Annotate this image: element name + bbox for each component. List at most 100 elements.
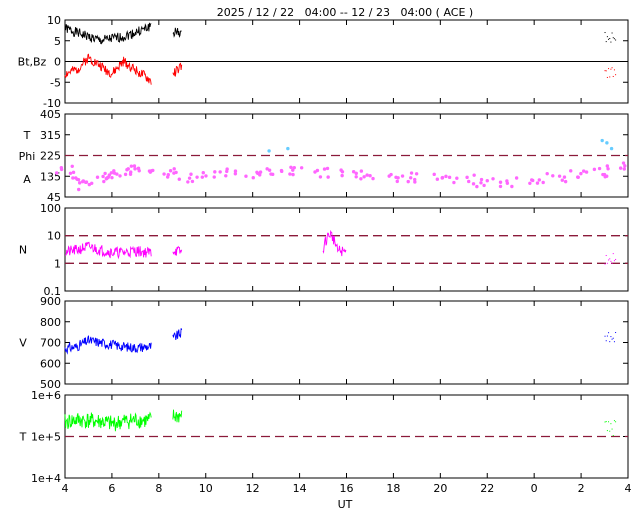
data-point-phi <box>77 181 82 185</box>
data-point-phi <box>105 176 109 180</box>
data-point-phi <box>340 170 345 174</box>
data-point-phi <box>172 171 176 175</box>
data-point-phi <box>371 176 375 181</box>
data-point-phi <box>592 167 597 172</box>
data-point-phi <box>551 174 555 178</box>
x-tick-label: 4 <box>62 482 69 495</box>
y-tick-label: 1e+5 <box>31 431 61 444</box>
data-point-phi <box>84 180 89 184</box>
data-point-density <box>615 258 617 260</box>
data-point-phi <box>362 175 366 179</box>
data-point-theta <box>609 146 614 151</box>
data-point-phi <box>177 177 182 181</box>
data-point-phi <box>409 171 414 175</box>
series-line-density <box>65 229 347 260</box>
y-axis-label: N <box>19 244 27 257</box>
series-dots-density <box>604 253 617 265</box>
data-point-phi <box>136 166 141 171</box>
data-point-phi <box>162 172 166 176</box>
data-point-phi <box>190 179 195 184</box>
data-point-bz <box>611 67 613 69</box>
data-point-phi <box>440 176 444 180</box>
x-tick-label: 10 <box>199 482 213 495</box>
series-line-bz <box>64 53 183 85</box>
data-point-phi <box>265 167 269 171</box>
y-tick-label: 1e+4 <box>31 472 61 485</box>
data-point-phi <box>514 176 519 180</box>
data-point-phi <box>351 169 356 174</box>
data-point-bt <box>610 41 612 43</box>
x-tick-label: 6 <box>108 482 115 495</box>
data-point-bt <box>613 38 615 40</box>
data-point-phi <box>71 176 75 180</box>
y-tick-label: 800 <box>40 316 61 329</box>
data-point-temperature <box>612 435 614 437</box>
y-tick-label: 100 <box>40 202 61 215</box>
series-theta <box>267 138 614 153</box>
data-point-phi <box>545 171 549 176</box>
data-point-phi <box>172 167 176 171</box>
series-phi <box>54 161 627 192</box>
chart-title: 2025 / 12 / 22 04:00 -- 12 / 23 04:00 ( … <box>217 6 473 19</box>
data-point-density <box>605 254 607 256</box>
data-point-phi <box>354 171 358 176</box>
y-tick-label: 1e+6 <box>31 389 61 402</box>
data-point-speed <box>615 332 617 334</box>
data-point-density <box>613 260 615 262</box>
data-point-phi <box>579 171 583 176</box>
y-tick-label: 0 <box>54 56 61 69</box>
data-point-phi <box>455 176 459 180</box>
data-point-phi <box>224 174 228 178</box>
data-point-phi <box>467 179 471 184</box>
data-point-phi <box>576 175 580 179</box>
y-tick-label: 10 <box>47 14 61 27</box>
data-point-phi <box>400 174 405 178</box>
data-point-phi <box>149 169 154 173</box>
data-point-density <box>611 262 613 264</box>
data-point-phi <box>107 173 112 177</box>
data-point-phi <box>409 176 413 180</box>
data-point-phi <box>74 176 78 180</box>
y-tick-label: 5 <box>54 35 61 48</box>
data-point-theta <box>605 141 609 145</box>
data-point-phi <box>101 174 105 179</box>
data-point-phi <box>606 167 610 171</box>
y-tick-label: 405 <box>40 108 61 121</box>
data-point-phi <box>491 177 495 181</box>
data-point-phi <box>365 173 369 177</box>
x-axis-label: UT <box>338 498 353 511</box>
data-point-speed <box>604 335 606 337</box>
data-point-phi <box>471 182 476 186</box>
data-point-phi <box>90 181 94 186</box>
data-point-phi <box>623 164 627 168</box>
data-point-phi <box>605 174 609 178</box>
data-point-phi <box>218 170 222 174</box>
y-tick-label: 10 <box>47 230 61 243</box>
data-point-phi <box>530 178 534 182</box>
data-point-phi <box>289 165 293 170</box>
x-tick-label: 2 <box>578 482 585 495</box>
x-tick-label: 14 <box>293 482 307 495</box>
data-point-phi <box>77 187 81 192</box>
data-point-phi <box>133 167 137 171</box>
data-point-speed <box>613 341 615 343</box>
data-point-phi <box>70 164 74 169</box>
data-point-phi <box>569 169 573 173</box>
data-point-bz <box>613 69 615 71</box>
data-point-phi <box>129 164 134 168</box>
series-dots-bt <box>604 32 617 43</box>
data-point-phi <box>560 178 564 182</box>
data-point-density <box>609 258 611 260</box>
data-point-phi <box>288 172 292 176</box>
data-point-phi <box>313 170 317 174</box>
data-point-phi <box>528 181 532 186</box>
data-point-bt <box>605 41 607 43</box>
data-point-phi <box>498 184 503 189</box>
x-tick-label: 4 <box>625 482 632 495</box>
data-point-phi <box>251 176 255 180</box>
data-point-temperature <box>613 420 615 422</box>
data-point-bz <box>612 75 614 77</box>
data-point-phi <box>292 165 296 170</box>
data-point-bt <box>606 36 608 38</box>
data-point-speed <box>611 338 613 340</box>
